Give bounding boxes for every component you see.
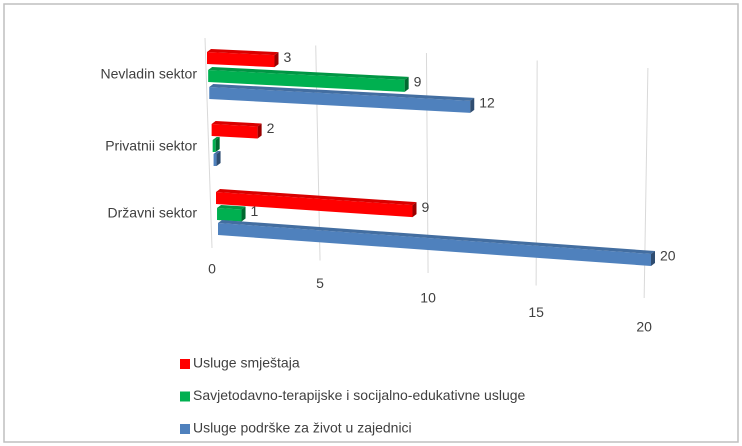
bar <box>208 67 409 92</box>
data-label: 9 <box>422 199 430 215</box>
bar-face <box>216 192 413 218</box>
bar-face <box>216 189 417 206</box>
bar-face <box>211 121 262 127</box>
bar <box>211 121 262 139</box>
bar-face <box>274 52 279 68</box>
bar-face <box>213 154 217 166</box>
y-tick-label: Nevladin sektor <box>101 66 198 82</box>
bar-face <box>404 76 409 92</box>
bar-face <box>209 84 475 101</box>
x-tick-label: 15 <box>528 304 544 320</box>
bar-face <box>208 70 405 92</box>
bar-face <box>217 205 246 210</box>
bar <box>213 151 221 166</box>
bar-face <box>218 223 651 266</box>
data-label: 2 <box>267 120 275 136</box>
data-label: 9 <box>414 74 422 90</box>
bar-face <box>209 87 471 113</box>
data-label: 3 <box>284 49 292 65</box>
bar-face <box>211 124 258 139</box>
bar-face <box>215 137 220 152</box>
bar <box>217 205 246 222</box>
x-tick-label: 0 <box>208 261 216 277</box>
bar-face <box>470 97 475 113</box>
data-label: 1 <box>251 203 259 219</box>
bar-face <box>651 251 655 266</box>
data-label: 12 <box>479 95 495 111</box>
legend-swatch <box>180 391 190 402</box>
bar-face <box>241 206 246 222</box>
legend-label: Usluge podrške za život u zajednici <box>193 420 412 436</box>
legend-swatch <box>180 424 190 434</box>
bar-face <box>257 123 262 139</box>
x-tick-label: 10 <box>420 290 436 306</box>
bar-face <box>216 151 221 166</box>
grid-line <box>204 37 213 249</box>
bar-face <box>212 137 220 140</box>
bar-face <box>217 208 242 222</box>
bar-face <box>213 151 221 154</box>
x-tick-label: 5 <box>316 275 324 291</box>
bar-face <box>212 140 216 152</box>
bar <box>209 84 475 113</box>
data-label: 20 <box>660 248 676 264</box>
bar <box>218 220 655 266</box>
y-tick-label: Privatnii sektor <box>105 138 197 154</box>
bar <box>207 49 279 68</box>
y-tick-label: Državni sektor <box>108 205 198 221</box>
bar-face <box>412 202 417 218</box>
legend-swatch <box>180 359 190 369</box>
bar-face <box>218 220 655 254</box>
bar-face <box>208 67 409 80</box>
legend-label: Usluge smještaja <box>193 355 300 371</box>
bar <box>212 137 220 152</box>
x-tick-label: 20 <box>636 319 652 335</box>
bar-face <box>207 52 275 68</box>
bar-face <box>207 49 279 56</box>
bar <box>216 189 417 218</box>
legend-label: Savjetodavno-terapijske i socijalno-eduk… <box>193 387 526 403</box>
